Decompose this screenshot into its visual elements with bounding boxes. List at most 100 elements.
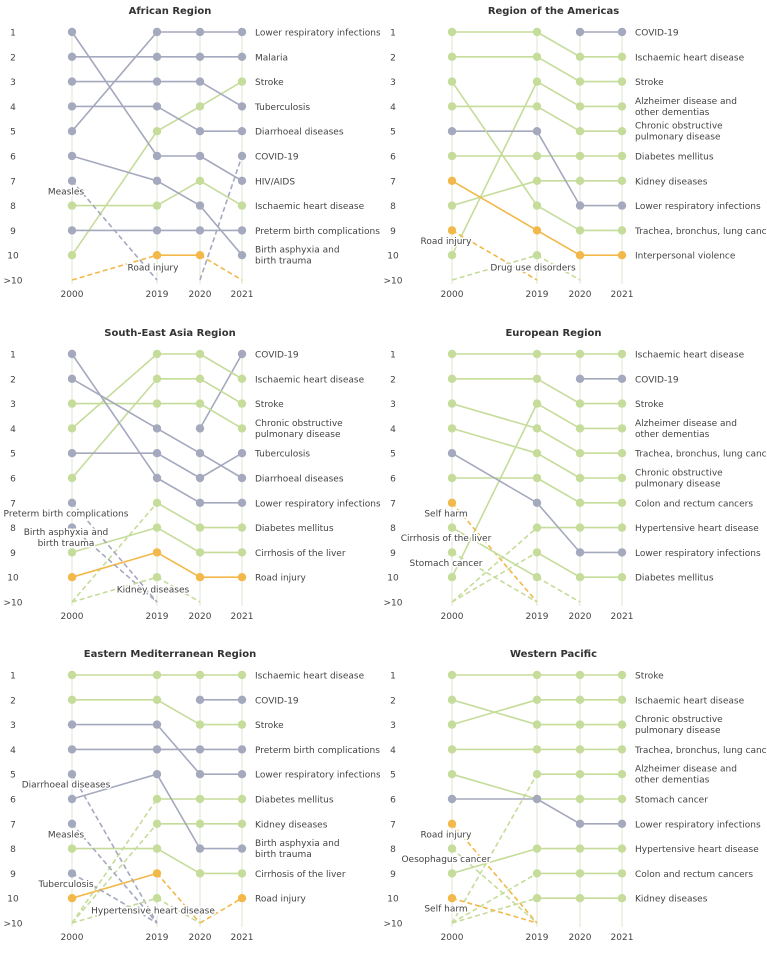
- series-stroke: Stroke: [447, 670, 664, 682]
- series-segment: [451, 823, 538, 924]
- data-point: [575, 794, 585, 804]
- rank-label: 1: [10, 29, 16, 39]
- series-stroke: Stroke: [447, 374, 664, 410]
- series-label-end: HIV/AIDS: [255, 177, 295, 187]
- data-point: [617, 176, 627, 185]
- data-point: [447, 894, 457, 903]
- data-point: [195, 844, 205, 853]
- series-ischaemic-heart-disease: Ischaemic heart disease: [447, 349, 745, 361]
- series-segment: [71, 897, 158, 924]
- series-label-end: Alzheimer disease and other dementias: [635, 765, 737, 786]
- data-point: [237, 869, 247, 878]
- data-point: [575, 523, 585, 532]
- data-point: [152, 176, 162, 185]
- chart-eastern-mediterranean-region: Eastern Mediterranean Region 1 2 3 4 5 6 7 8 9 10 >…: [4, 649, 381, 943]
- data-point: [532, 745, 542, 754]
- rank-label: 5: [10, 450, 16, 460]
- rank-label: 8: [10, 202, 16, 212]
- series-segment: [536, 56, 581, 83]
- series-label-start: Measles: [48, 830, 85, 840]
- series-self-harm: Self harm: [423, 894, 538, 924]
- data-point: [195, 869, 205, 878]
- series-ischaemic-heart-disease: Ischaemic heart disease: [67, 349, 365, 433]
- data-point: [67, 573, 77, 582]
- rank-label: 3: [10, 400, 16, 410]
- data-point: [532, 844, 542, 853]
- series-label-start: Road injury: [421, 830, 473, 840]
- data-point: [532, 77, 542, 86]
- series-hypertensive-heart-disease: Hypertensive heart disease: [447, 844, 759, 878]
- data-point: [575, 399, 585, 408]
- data-point: [575, 844, 585, 853]
- rank-label: 5: [390, 450, 396, 460]
- series-label-end: COVID-19: [635, 29, 679, 39]
- series-segment: [536, 130, 581, 207]
- rank-label: 4: [10, 425, 16, 435]
- series-diabetes-mellitus: Diabetes mellitus: [71, 794, 334, 924]
- year-label-2021: 2021: [611, 933, 634, 943]
- year-label-2020: 2020: [189, 612, 212, 622]
- data-point: [532, 794, 542, 804]
- series-label-end: Diabetes mellitus: [635, 153, 714, 163]
- data-point: [575, 102, 585, 111]
- data-point: [575, 27, 585, 37]
- year-label-2000: 2000: [441, 933, 464, 943]
- series-segment: [536, 576, 581, 603]
- data-point: [617, 844, 627, 853]
- data-point: [67, 523, 77, 532]
- rank-label: 2: [10, 696, 16, 706]
- series-label-end: Stroke: [255, 400, 284, 410]
- data-point: [152, 151, 162, 161]
- series-lower-respiratory-infections: Lower respiratory infections: [447, 449, 761, 559]
- series-lower-respiratory-infections: Lower respiratory infections: [67, 720, 381, 781]
- data-point: [532, 399, 542, 408]
- rank-label: 10: [387, 252, 399, 262]
- data-point: [195, 27, 205, 37]
- series-label-end: Lower respiratory infections: [255, 771, 380, 781]
- data-point: [447, 449, 457, 458]
- data-point: [152, 27, 162, 37]
- data-point: [237, 745, 247, 754]
- data-point: [532, 720, 542, 729]
- series-drug-use-disorders: Drug use disorders: [451, 251, 581, 281]
- series-segment: [71, 31, 158, 157]
- rank-label: >10: [4, 277, 23, 287]
- series-road-injury: Road injury: [419, 226, 538, 281]
- data-point: [195, 399, 205, 408]
- series-label-end: Alzheimer disease and other dementias: [635, 419, 737, 440]
- data-point: [152, 869, 162, 878]
- data-point: [575, 869, 585, 878]
- series-label-end: COVID-19: [255, 153, 299, 163]
- year-label-2020: 2020: [189, 290, 212, 300]
- data-point: [447, 498, 457, 507]
- data-point: [532, 374, 542, 383]
- series-segment: [451, 81, 538, 256]
- data-point: [237, 349, 247, 359]
- series-segment: [451, 773, 538, 800]
- series-label-end: Cirrhosis of the liver: [255, 870, 346, 880]
- series-segment: [199, 353, 243, 380]
- year-label-2019: 2019: [526, 933, 549, 943]
- rank-label: 10: [7, 895, 19, 905]
- rank-label: 1: [10, 351, 16, 361]
- data-point: [195, 819, 205, 828]
- data-point: [195, 523, 205, 532]
- rank-label: 7: [390, 820, 396, 830]
- series-hypertensive-heart-disease: Hypertensive heart disease: [71, 894, 217, 924]
- rank-label: 8: [390, 524, 396, 534]
- data-point: [575, 770, 585, 779]
- data-point: [532, 894, 542, 903]
- data-point: [152, 770, 162, 779]
- series-hiv-aids: HIV/AIDS: [67, 27, 295, 187]
- series-label-start: Measles: [48, 187, 85, 197]
- year-label-2020: 2020: [569, 290, 592, 300]
- data-point: [67, 251, 77, 260]
- data-point: [617, 745, 627, 754]
- series-segment: [71, 773, 158, 924]
- data-point: [195, 449, 205, 458]
- data-point: [195, 151, 205, 161]
- series-lower-respiratory-infections: Lower respiratory infections: [447, 794, 761, 830]
- series-alzheimer-disease-and-other-dementias: Alzheimer disease and other dementias: [447, 399, 737, 582]
- data-point: [67, 176, 77, 185]
- rank-label: 9: [390, 870, 396, 880]
